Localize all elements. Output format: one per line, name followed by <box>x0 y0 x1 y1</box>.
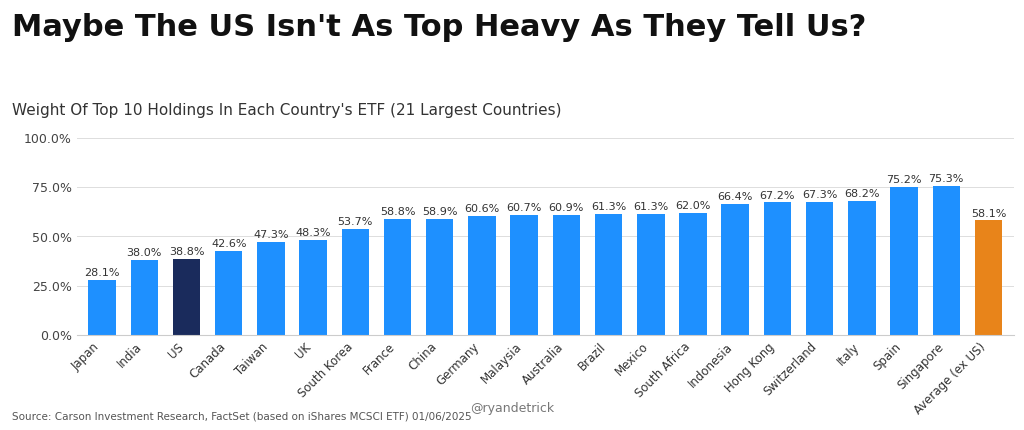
Text: 28.1%: 28.1% <box>84 268 120 278</box>
Bar <box>384 219 412 335</box>
Text: 60.9%: 60.9% <box>549 203 584 213</box>
Bar <box>848 200 876 335</box>
Bar <box>679 213 707 335</box>
Text: 68.2%: 68.2% <box>844 188 880 199</box>
Text: Maybe The US Isn't As Top Heavy As They Tell Us?: Maybe The US Isn't As Top Heavy As They … <box>12 13 866 42</box>
Bar <box>257 242 285 335</box>
Text: 42.6%: 42.6% <box>211 239 247 249</box>
Bar <box>553 215 581 335</box>
Bar <box>131 260 158 335</box>
Text: 47.3%: 47.3% <box>253 230 289 240</box>
Bar <box>806 202 834 335</box>
Text: 48.3%: 48.3% <box>295 228 331 238</box>
Text: 38.8%: 38.8% <box>169 247 204 257</box>
Text: Source: Carson Investment Research, FactSet (based on iShares MCSCI ETF) 01/06/2: Source: Carson Investment Research, Fact… <box>12 412 472 421</box>
Text: 58.1%: 58.1% <box>971 209 1007 218</box>
Text: 62.0%: 62.0% <box>675 201 711 211</box>
Text: 67.3%: 67.3% <box>802 190 838 200</box>
Bar <box>173 259 201 335</box>
Bar <box>426 219 454 335</box>
Text: 61.3%: 61.3% <box>591 202 627 212</box>
Text: 53.7%: 53.7% <box>338 217 373 227</box>
Text: 66.4%: 66.4% <box>718 192 753 202</box>
Text: 60.7%: 60.7% <box>507 203 542 213</box>
Text: Weight Of Top 10 Holdings In Each Country's ETF (21 Largest Countries): Weight Of Top 10 Holdings In Each Countr… <box>12 103 562 118</box>
Bar <box>342 229 369 335</box>
Bar <box>722 204 749 335</box>
Bar <box>299 240 327 335</box>
Bar <box>215 251 243 335</box>
Text: @ryandetrick: @ryandetrick <box>470 402 554 415</box>
Bar <box>890 187 918 335</box>
Bar <box>510 215 538 335</box>
Text: 58.8%: 58.8% <box>380 207 416 217</box>
Bar <box>468 215 496 335</box>
Bar <box>975 221 1002 335</box>
Bar <box>88 280 116 335</box>
Text: 60.6%: 60.6% <box>464 203 500 214</box>
Bar <box>764 203 792 335</box>
Text: 61.3%: 61.3% <box>633 202 669 212</box>
Bar <box>637 214 665 335</box>
Text: 67.2%: 67.2% <box>760 190 796 200</box>
Text: 75.3%: 75.3% <box>929 175 964 184</box>
Text: 75.2%: 75.2% <box>887 175 922 184</box>
Text: 58.9%: 58.9% <box>422 207 458 217</box>
Bar <box>595 214 623 335</box>
Bar <box>933 187 959 335</box>
Text: 38.0%: 38.0% <box>127 248 162 258</box>
